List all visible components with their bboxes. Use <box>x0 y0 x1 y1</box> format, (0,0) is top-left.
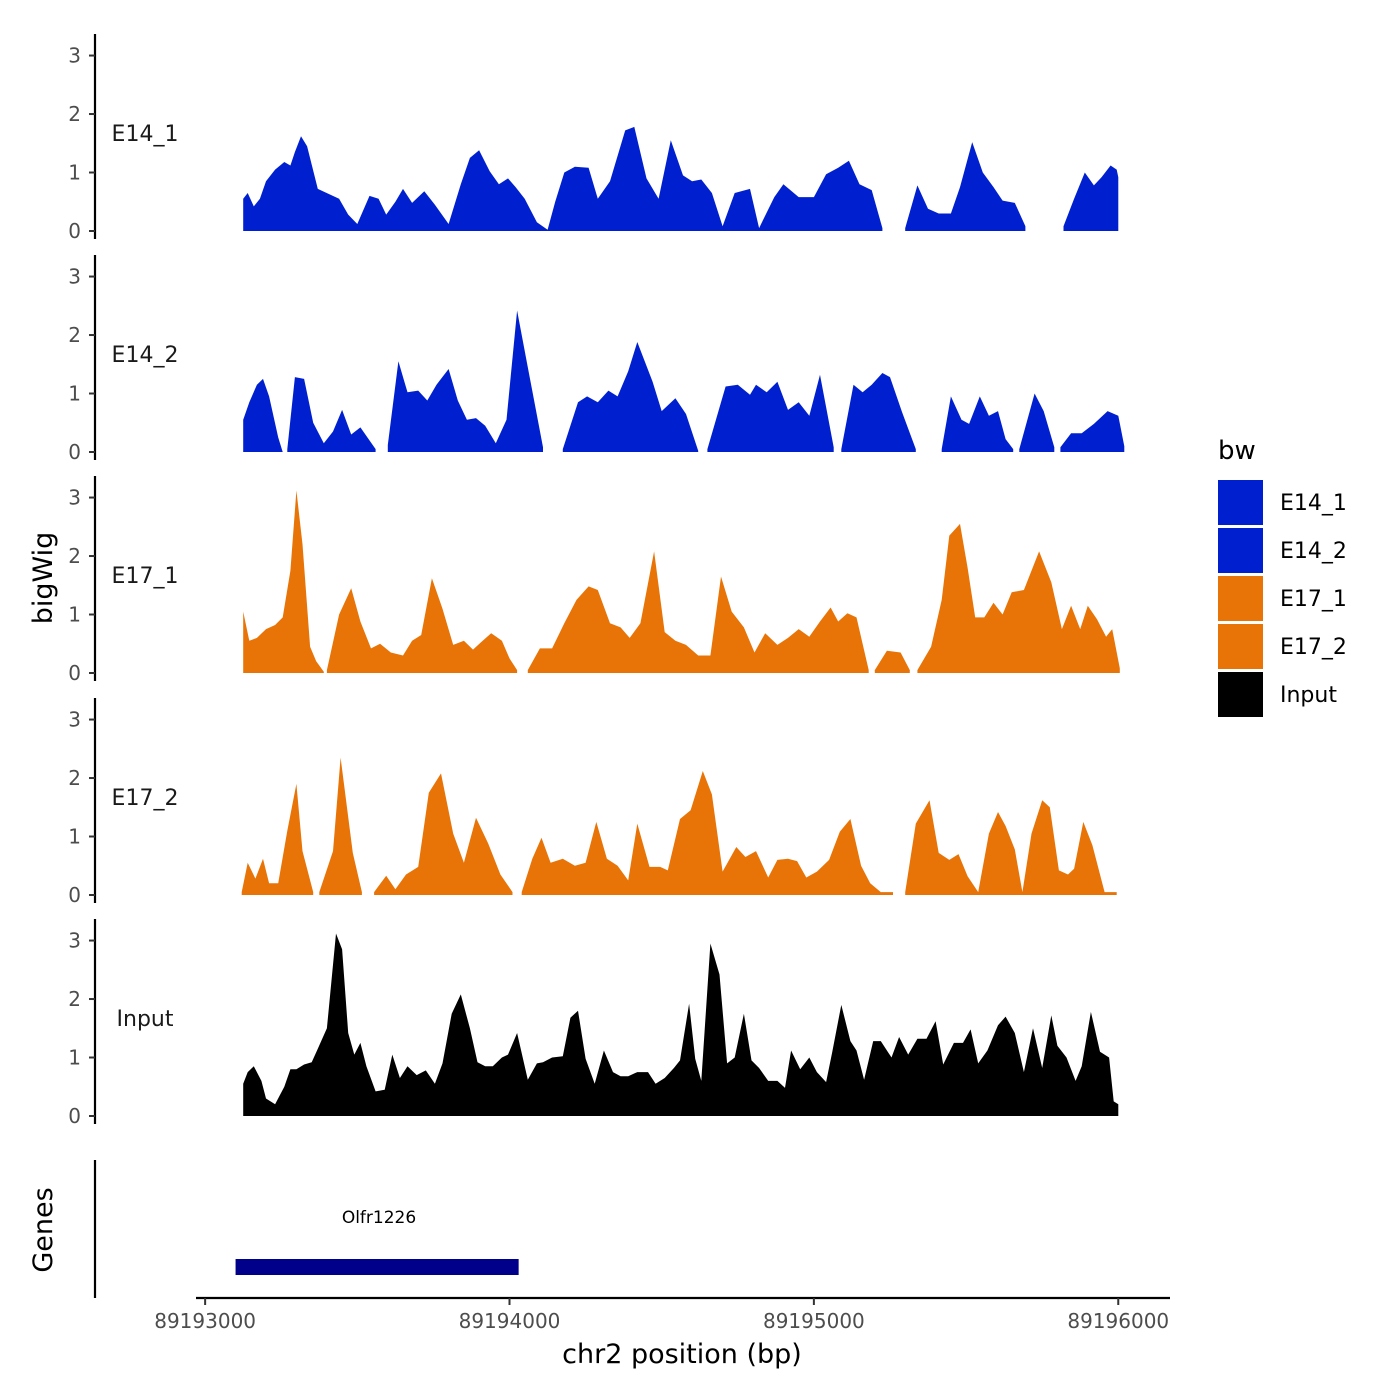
track-label: E17_2 <box>112 786 179 811</box>
track-E14_1: 0 1 2 3 E14_1 <box>68 34 1119 243</box>
area-E17_2-segment-1 <box>319 757 362 895</box>
y-tick-label: 2 <box>68 987 81 1011</box>
area-E14_2-segment-5 <box>841 373 916 452</box>
track-Input: 0 1 2 3 Input <box>68 919 1119 1128</box>
y-tick-label: 2 <box>68 544 81 568</box>
area-E17_2-segment-2 <box>374 773 513 895</box>
tracks-layer: 0 1 2 3 E14_1 0 1 2 3 E14_2 0 1 2 3 E17_1 0 1 2 3 E17_2 0 1 2 3… <box>68 34 1125 1128</box>
area-E17_1-segment-1 <box>326 578 518 673</box>
legend-swatch-E14_1 <box>1218 480 1263 525</box>
area-E14_1-segment-2 <box>1063 165 1119 231</box>
area-E17_1-segment-2 <box>527 551 869 673</box>
legend-swatch-E14_2 <box>1218 528 1263 573</box>
track-label: Input <box>117 1007 174 1032</box>
legend-items: E14_1 E14_2 E17_1 E17_2 Input <box>1218 480 1347 717</box>
area-E14_2-segment-3 <box>562 342 699 452</box>
legend-label: Input <box>1280 683 1337 708</box>
y-tick-label: 0 <box>68 440 81 464</box>
legend-label: E17_1 <box>1280 587 1347 612</box>
legend-label: E14_1 <box>1280 491 1347 516</box>
track-E14_2: 0 1 2 3 E14_2 <box>68 255 1125 464</box>
area-E14_2-segment-0 <box>243 378 283 452</box>
gene-Olfr1226 <box>235 1259 519 1275</box>
area-E17_1-segment-0 <box>243 490 324 673</box>
x-tick-label: 89193000 <box>154 1309 256 1333</box>
y-tick-label: 1 <box>68 603 81 627</box>
y-tick-label: 3 <box>68 929 81 953</box>
y-tick-label: 3 <box>68 265 81 289</box>
area-E14_2-segment-2 <box>387 310 543 452</box>
area-E14_2-segment-7 <box>1019 393 1055 452</box>
legend: bw E14_1 E14_2 E17_1 E17_2 Input <box>1218 436 1347 717</box>
y-tick-label: 1 <box>68 1046 81 1070</box>
y-tick-label: 0 <box>68 661 81 685</box>
y-tick-label: 0 <box>68 219 81 243</box>
area-E14_2-segment-8 <box>1060 411 1125 452</box>
area-E17_2-segment-0 <box>241 783 314 895</box>
area-E17_2-segment-4 <box>905 800 1117 895</box>
area-E14_2-segment-6 <box>941 396 1014 452</box>
genes-panel: Olfr1226 <box>93 1160 519 1298</box>
legend-label: E17_2 <box>1280 635 1347 660</box>
y-tick-label: 2 <box>68 102 81 126</box>
y-tick-label: 3 <box>68 44 81 68</box>
area-E14_1-segment-1 <box>905 142 1026 231</box>
x-tick-label: 89194000 <box>459 1309 561 1333</box>
legend-label: E14_2 <box>1280 539 1347 564</box>
y-tick-label: 1 <box>68 382 81 406</box>
x-axis: 89193000 89194000 89195000 89196000 <box>154 1296 1170 1333</box>
gene-label: Olfr1226 <box>342 1208 416 1228</box>
legend-swatch-Input <box>1218 672 1263 717</box>
y-tick-label: 0 <box>68 883 81 907</box>
y-tick-label: 1 <box>68 825 81 849</box>
area-E17_1-segment-3 <box>874 650 910 673</box>
y-tick-label: 2 <box>68 323 81 347</box>
track-E17_2: 0 1 2 3 E17_2 <box>68 698 1117 907</box>
area-Input-segment-0 <box>243 933 1119 1116</box>
track-label: E17_1 <box>112 564 179 589</box>
area-E14_2-segment-1 <box>287 377 376 452</box>
legend-swatch-E17_1 <box>1218 576 1263 621</box>
track-E17_1: 0 1 2 3 E17_1 <box>68 476 1120 685</box>
track-label: E14_1 <box>112 122 179 147</box>
y-tick-label: 0 <box>68 1104 81 1128</box>
legend-swatch-E17_2 <box>1218 624 1263 669</box>
y-tick-label: 3 <box>68 486 81 510</box>
area-E17_1-segment-4 <box>917 523 1120 673</box>
track-label: E14_2 <box>112 343 179 368</box>
x-tick-label: 89196000 <box>1067 1309 1169 1333</box>
area-E17_2-segment-3 <box>521 771 893 895</box>
y-axis-title: bigWig <box>28 532 59 625</box>
x-tick-label: 89195000 <box>763 1309 865 1333</box>
y-tick-label: 3 <box>68 708 81 732</box>
area-E14_1-segment-0 <box>243 126 883 231</box>
area-E14_2-segment-4 <box>707 374 834 452</box>
y-tick-label: 1 <box>68 161 81 185</box>
genes-axis-title: Genes <box>28 1187 59 1272</box>
legend-title: bw <box>1218 436 1256 466</box>
y-tick-label: 2 <box>68 766 81 790</box>
x-axis-title: chr2 position (bp) <box>562 1339 802 1370</box>
